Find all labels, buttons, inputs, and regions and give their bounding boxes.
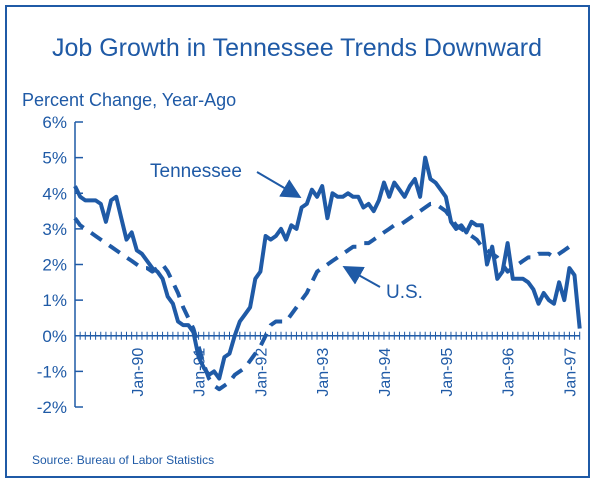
y-tick-label: 5% bbox=[42, 149, 67, 168]
y-tick-label: 6% bbox=[42, 113, 67, 132]
x-tick-label: Jan-90 bbox=[130, 348, 147, 397]
x-tick-label: Jan-97 bbox=[562, 348, 579, 397]
y-tick-label: 4% bbox=[42, 184, 67, 203]
x-tick-label: Jan-94 bbox=[377, 348, 394, 397]
frame bbox=[5, 5, 590, 478]
line-series bbox=[73, 155, 582, 381]
annotation-arrow bbox=[256, 171, 302, 199]
source-note: Source: Bureau of Labor Statistics bbox=[32, 453, 214, 467]
chart-title: Job Growth in Tennessee Trends Downward bbox=[52, 34, 542, 62]
y-tick-label: 2% bbox=[42, 256, 67, 275]
x-tick-label: Jan-92 bbox=[253, 348, 270, 397]
x-tick-label: Jan-95 bbox=[439, 348, 456, 397]
y-axis-label: Percent Change, Year-Ago bbox=[22, 90, 236, 110]
line-series bbox=[73, 201, 575, 392]
y-tick-label: 1% bbox=[42, 291, 67, 310]
y-tick-label: 3% bbox=[42, 220, 67, 239]
x-tick-label: Jan-93 bbox=[315, 348, 332, 397]
series-label: U.S. bbox=[386, 282, 423, 303]
series-label: Tennessee bbox=[150, 161, 242, 182]
x-tick-label: Jan-96 bbox=[501, 348, 518, 397]
y-tick-label: 0% bbox=[42, 327, 67, 346]
y-tick-label: -1% bbox=[37, 362, 67, 381]
x-tick-label: Jan-91 bbox=[192, 348, 209, 397]
annotation-arrow bbox=[342, 266, 381, 288]
y-tick-label: -2% bbox=[37, 398, 67, 417]
